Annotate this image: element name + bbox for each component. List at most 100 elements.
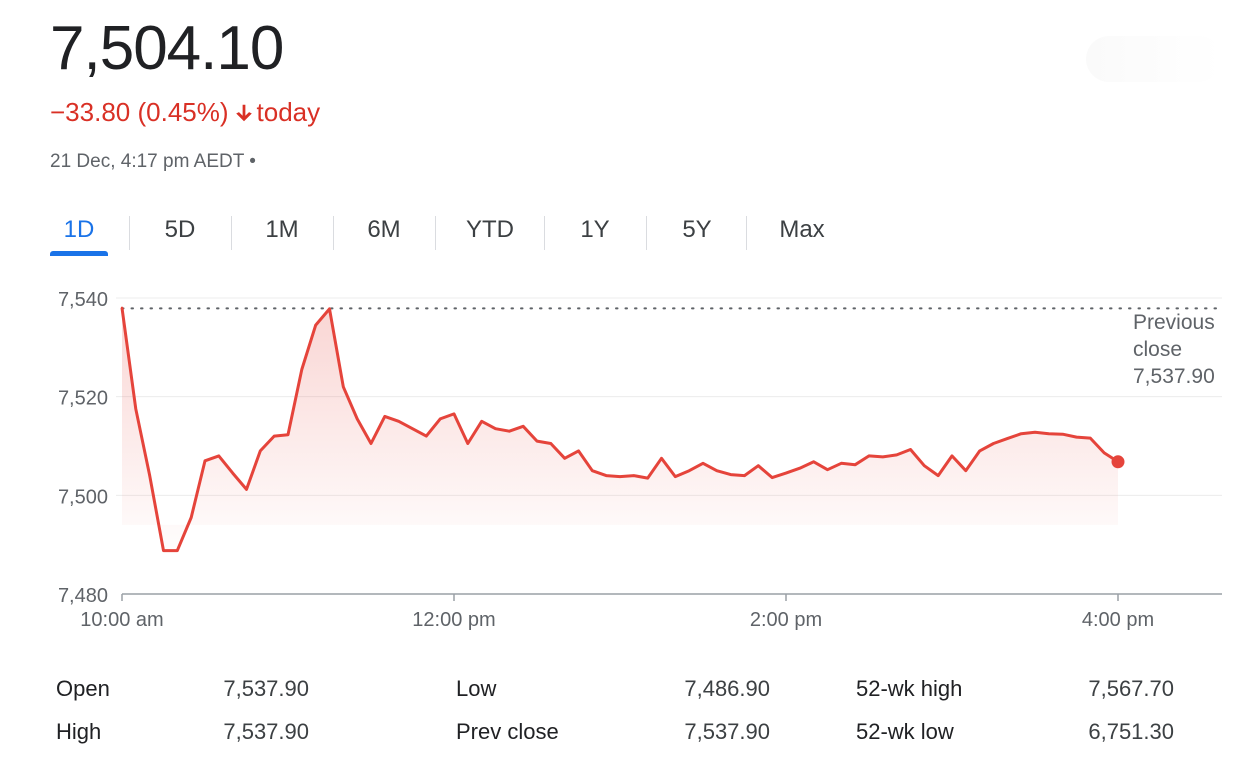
data-point [120, 306, 124, 310]
data-point [245, 488, 248, 491]
arrow-down-icon [235, 104, 252, 122]
change-suffix: today [256, 97, 321, 127]
tab-divider [646, 216, 647, 250]
data-point [231, 471, 234, 475]
data-point [715, 469, 719, 472]
data-point [217, 454, 221, 458]
tab-max[interactable]: Max [779, 216, 825, 243]
data-point [660, 457, 663, 460]
data-point [328, 307, 331, 311]
data-point [591, 469, 594, 472]
stat-value-open: 7,537.90 [223, 676, 309, 701]
data-point [535, 439, 539, 443]
data-point [259, 449, 262, 453]
data-point [1006, 437, 1009, 440]
y-tick-label: 7,520 [58, 388, 108, 410]
data-point [342, 385, 345, 388]
previous-close-label-line: Previous [1133, 311, 1215, 334]
active-tab-indicator [50, 251, 108, 256]
data-point [881, 455, 885, 459]
tab-divider [544, 216, 545, 250]
data-point [355, 417, 359, 421]
data-point [1102, 451, 1106, 455]
data-point [521, 425, 525, 428]
tab-divider [129, 216, 130, 250]
data-point [272, 434, 276, 438]
stat-label-52wk-high: 52-wk high [856, 676, 963, 701]
x-tick-label: 12:00 pm [412, 609, 495, 631]
tab-5d[interactable]: 5D [164, 216, 196, 243]
y-tick-label: 7,500 [58, 486, 108, 508]
data-point [840, 462, 843, 465]
tab-divider [746, 216, 747, 250]
data-point [563, 457, 566, 460]
data-point [618, 475, 622, 478]
data-point [438, 417, 442, 421]
tab-ytd[interactable]: YTD [466, 216, 514, 243]
stat-value-prev-close: 7,537.90 [684, 719, 770, 744]
stat-value-52wk-high: 7,567.70 [1088, 676, 1174, 701]
data-point [978, 449, 981, 453]
price-points [120, 306, 1120, 552]
tab-5y[interactable]: 5Y [682, 216, 712, 243]
previous-close-label: Previous close 7,537.90 [1133, 311, 1215, 388]
data-point [508, 430, 511, 433]
stat-label-prev-close: Prev close [456, 719, 559, 744]
data-point [452, 412, 456, 416]
data-point [992, 442, 995, 445]
data-point [300, 368, 304, 371]
data-point [812, 460, 815, 463]
stat-value-low: 7,486.90 [684, 676, 770, 701]
data-point [466, 442, 470, 445]
data-point [867, 454, 871, 458]
data-point [1047, 432, 1051, 435]
y-tick-label: 7,540 [58, 289, 108, 311]
data-point [1075, 435, 1078, 439]
stat-label-52wk-low: 52-wk low [856, 719, 954, 744]
data-point [674, 475, 677, 478]
data-point [964, 469, 968, 472]
stat-value-high: 7,537.90 [223, 719, 309, 744]
data-point [176, 549, 179, 552]
x-axis: 10:00 am 12:00 pm 2:00 pm 4:00 pm [80, 593, 1222, 631]
data-point [895, 453, 898, 457]
tab-1y[interactable]: 1Y [580, 216, 610, 243]
stat-value-52wk-low: 6,751.30 [1088, 719, 1174, 744]
tab-1m[interactable]: 1M [265, 216, 299, 243]
follow-button[interactable] [1086, 36, 1222, 82]
x-tick-label: 10:00 am [80, 609, 163, 631]
data-point [162, 549, 165, 552]
stat-label-open: Open [56, 676, 110, 701]
data-point [687, 469, 691, 472]
tab-1d[interactable]: 1D [63, 216, 95, 243]
data-point [743, 474, 746, 477]
tab-divider [333, 216, 334, 250]
data-point [950, 454, 954, 458]
data-point [397, 420, 400, 423]
data-point [729, 473, 732, 476]
price-area [122, 307, 1118, 551]
data-point [134, 407, 138, 411]
data-point [425, 434, 428, 438]
data-point [148, 474, 151, 477]
data-point [314, 323, 317, 327]
x-tick-label: 2:00 pm [750, 609, 822, 631]
data-point [701, 462, 705, 465]
price-chart[interactable]: 7,540 7,520 7,500 7,480 10:00 am 12:00 pm 2:0… [0, 270, 1252, 640]
tab-divider [231, 216, 232, 250]
data-point [577, 449, 580, 453]
data-point [494, 427, 497, 430]
data-point [784, 471, 788, 475]
data-point [757, 464, 760, 467]
data-point [632, 474, 636, 477]
data-point [1061, 432, 1064, 436]
data-point [189, 516, 193, 519]
change-value: −33.80 (0.45%) [50, 97, 229, 127]
data-point [1019, 432, 1023, 435]
data-point [480, 420, 483, 423]
data-point [1033, 430, 1037, 434]
data-point [923, 464, 926, 467]
timestamp: 21 Dec, 4:17 pm AEDT • [50, 151, 256, 172]
data-point [826, 468, 829, 471]
tab-6m[interactable]: 6M [367, 216, 401, 243]
